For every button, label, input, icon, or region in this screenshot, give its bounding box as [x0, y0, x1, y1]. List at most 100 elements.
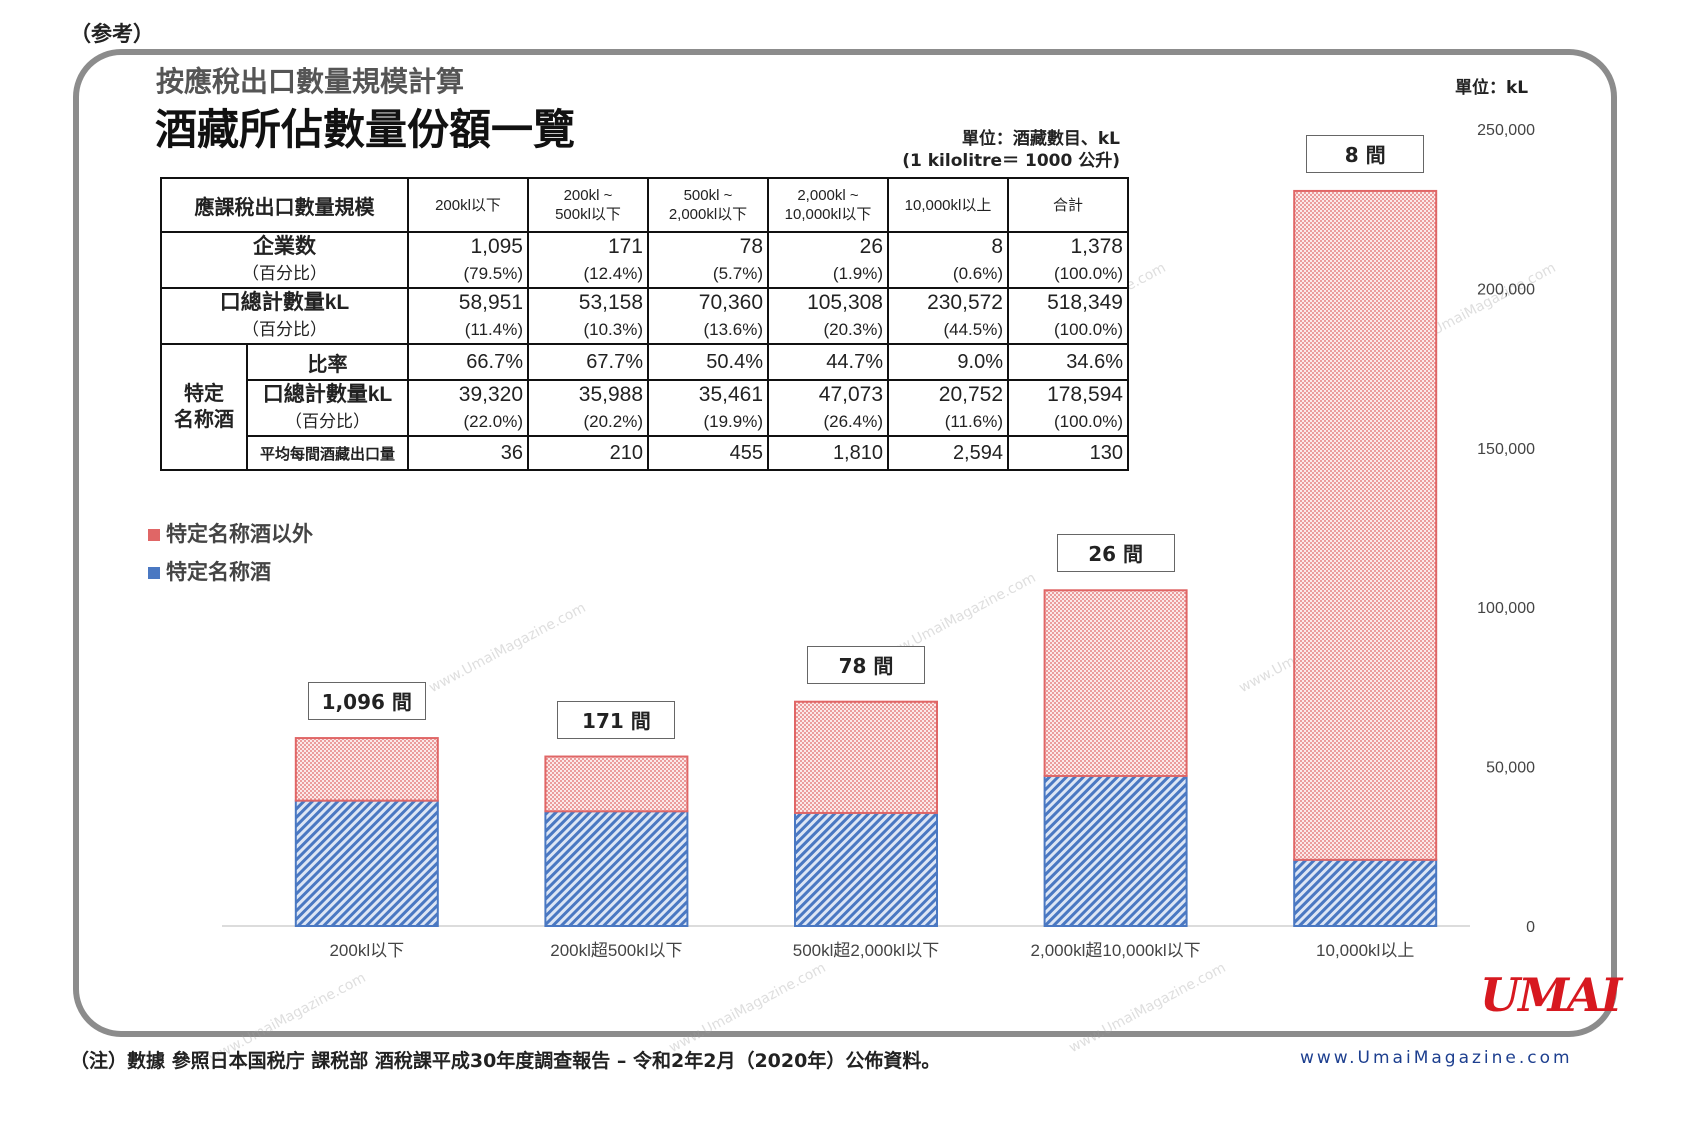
- cell-value: 35,988: [578, 383, 643, 406]
- bar-other: [1293, 189, 1438, 861]
- cell-percent: (11.6%): [944, 412, 1003, 431]
- y-tick-label: 50,000: [1486, 760, 1535, 777]
- table-cell: 36: [407, 435, 529, 471]
- cell-percent: (44.5%): [943, 320, 1003, 339]
- x-tick-label: 2,000kl超10,000kl以下: [1031, 941, 1201, 960]
- col-header-line: 200kl ~: [563, 187, 613, 204]
- axis-unit-label: 單位：kL: [1455, 78, 1529, 98]
- bar-special: [544, 810, 689, 928]
- table-cell: 53,158 (10.3%): [527, 287, 649, 345]
- row-label-main: 企業数: [253, 235, 316, 258]
- bar-other: [544, 755, 689, 813]
- row-label-main: 口總計數量kL: [219, 291, 350, 314]
- x-tick-label: 10,000kl以上: [1316, 941, 1414, 960]
- cell-value: 39,320: [458, 383, 523, 406]
- cell-percent: (11.4%): [464, 320, 523, 339]
- table-cell: 47,073 (26.4%): [767, 379, 889, 437]
- legend-swatch-other: [148, 529, 160, 541]
- col-header-line: 500kl以下: [555, 206, 621, 223]
- cell-value: 518,349: [1047, 291, 1123, 314]
- unit-note-line2: (1 kilolitre＝ 1000 公升): [902, 151, 1120, 171]
- table-cell: 8 (0.6%): [887, 231, 1009, 289]
- y-tick-label: 150,000: [1477, 441, 1535, 458]
- cell-value: 35,461: [698, 383, 763, 406]
- legend-label-special: 特定名称酒: [166, 560, 271, 584]
- y-tick-label: 0: [1526, 919, 1535, 936]
- y-tick-label: 250,000: [1477, 122, 1535, 139]
- y-tick-label: 100,000: [1477, 600, 1535, 617]
- table-cell: 70,360 (13.6%): [647, 287, 769, 345]
- footer-url[interactable]: www.UmaiMagazine.com: [1300, 1048, 1573, 1068]
- table-col-header: 2,000kl ~ 10,000kl以下: [767, 177, 889, 233]
- table-cell: 78 (5.7%): [647, 231, 769, 289]
- col-header-line: 500kl ~: [683, 187, 733, 204]
- cell-percent: (19.9%): [703, 412, 763, 431]
- table-cell: 34.6%: [1007, 343, 1129, 381]
- table-header-row: 應課稅出口數量規模 200kl以下 200kl ~ 500kl以下 500kl ~…: [160, 177, 1129, 233]
- table-cell: 50.4%: [647, 343, 769, 381]
- row-label-main: 比率: [246, 343, 409, 381]
- cell-percent: (26.4%): [823, 412, 883, 431]
- row-label-sub: （百分比）: [285, 412, 370, 431]
- row-label-sub: （百分比）: [242, 320, 327, 339]
- cell-value: 8: [991, 235, 1003, 258]
- bar-special: [1043, 774, 1188, 927]
- y-tick-label: 200,000: [1477, 281, 1535, 298]
- cell-percent: (5.7%): [712, 264, 763, 283]
- bar-count-callout: 26 間: [1056, 534, 1175, 573]
- cell-percent: (100.0%): [1054, 264, 1123, 283]
- bar-count-callout: 171 間: [557, 700, 676, 739]
- table-row-total: 口總計數量kL （百分比） 58,951 (11.4%) 53,158 (10.3%…: [160, 287, 1129, 345]
- table-row-companies: 企業数 （百分比） 1,095 (79.5%) 171 (12.4%) 78 (5.7…: [160, 231, 1129, 289]
- cell-value: 1,378: [1070, 235, 1123, 258]
- content-frame: [73, 49, 1617, 1037]
- page-subtitle: 按應稅出口數量規模計算: [156, 65, 465, 98]
- table-cell: 35,461 (19.9%): [647, 379, 769, 437]
- row-label-main: 口總計數量kL: [262, 383, 393, 406]
- table-cell: 58,951 (11.4%): [407, 287, 529, 345]
- bar-other: [794, 700, 938, 814]
- table-col-header: 200kl ~ 500kl以下: [527, 177, 649, 233]
- cell-value: 78: [739, 235, 763, 258]
- umai-logo: UMAI: [1480, 968, 1622, 1022]
- table-row-average: 平均每間酒藏出口量 36 210 455 1,810 2,594 130: [161, 435, 1129, 471]
- table-col-header: 合計: [1007, 177, 1129, 233]
- cell-value: 20,752: [938, 383, 1003, 406]
- cell-value: 58,951: [458, 291, 523, 314]
- table-cell: 130: [1007, 435, 1129, 471]
- x-tick-label: 200kl超500kl以下: [550, 941, 682, 960]
- table-col-header: 10,000kl以上: [887, 177, 1009, 233]
- cell-percent: (20.2%): [583, 412, 643, 431]
- table-cell: 178,594 (100.0%): [1007, 379, 1129, 437]
- table-row-special: 口總計數量kL （百分比） 39,320 (22.0%) 35,988 (20.2%…: [161, 379, 1129, 437]
- cell-percent: (100.0%): [1054, 412, 1123, 431]
- bar-count-callout: 78 間: [807, 645, 925, 684]
- table-cell: 44.7%: [767, 343, 889, 381]
- table-cell: 1,095 (79.5%): [407, 231, 529, 289]
- table-cell: 105,308 (20.3%): [767, 287, 889, 345]
- bar-other: [294, 737, 439, 802]
- data-table: 應課稅出口數量規模 200kl以下 200kl ~ 500kl以下 500kl ~…: [160, 177, 1129, 471]
- table-cell: 67.7%: [527, 343, 649, 381]
- table-cell: 518,349 (100.0%): [1007, 287, 1129, 345]
- cell-percent: (13.6%): [703, 320, 763, 339]
- cell-percent: (10.3%): [583, 320, 643, 339]
- table-cell: 26 (1.9%): [767, 231, 889, 289]
- legend-label-other: 特定名称酒以外: [166, 522, 313, 546]
- row-label: 企業数 （百分比）: [160, 231, 409, 289]
- cell-percent: (12.4%): [583, 264, 643, 283]
- cell-value: 26: [859, 235, 883, 258]
- col-header-line: 2,000kl以下: [668, 206, 748, 223]
- table-cell: 35,988 (20.2%): [527, 379, 649, 437]
- legend-item-special: 特定名称酒: [148, 556, 271, 586]
- x-tick-label: 200kl以下: [329, 941, 404, 960]
- cell-percent: (22.0%): [463, 412, 523, 431]
- table-col-header: 500kl ~ 2,000kl以下: [647, 177, 769, 233]
- legend-swatch-special: [148, 567, 160, 579]
- col-header-line: 10,000kl以下: [784, 206, 872, 223]
- bar-count-callout: 1,096 間: [307, 682, 426, 721]
- cell-value: 105,308: [807, 291, 883, 314]
- table-cell: 230,572 (44.5%): [887, 287, 1009, 345]
- bar-special: [1293, 858, 1438, 928]
